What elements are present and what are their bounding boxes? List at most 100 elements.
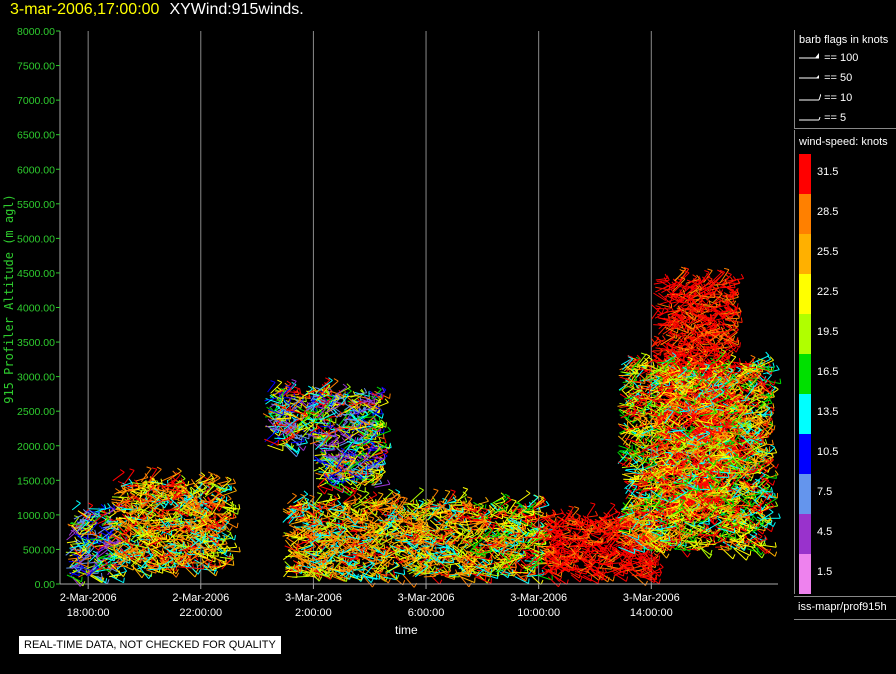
wind-barb-flag: [181, 475, 186, 480]
wind-barb: [129, 556, 141, 564]
wind-barb: [184, 522, 193, 532]
wind-barb: [124, 514, 135, 524]
wind-barb-flag: [392, 570, 396, 576]
wind-barb-flag: [207, 471, 213, 475]
wind-barb-flag: [355, 486, 358, 492]
wind-barb-flag: [136, 547, 139, 553]
wind-barbs: [65, 266, 782, 588]
wind-barb: [393, 571, 405, 575]
wind-barb-flag: [197, 492, 201, 498]
wind-barb-flag: [238, 546, 241, 553]
wind-barb-flag: [385, 422, 387, 428]
wind-barb-flag: [228, 552, 232, 558]
wind-barb-flag: [110, 525, 116, 530]
wind-barb-flag: [103, 560, 109, 564]
wind-barb-flag: [356, 493, 362, 497]
wind-barb-flag: [277, 379, 283, 383]
wind-barb-flag: [352, 570, 354, 576]
wind-barb: [182, 489, 194, 498]
wind-barb: [103, 545, 115, 551]
wind-barb-flag: [87, 524, 93, 528]
wind-barb: [146, 485, 154, 495]
wind-barb-flag: [403, 569, 406, 575]
wind-barb-flag: [304, 438, 308, 444]
wind-barb: [139, 535, 150, 547]
wind-barb: [91, 512, 107, 525]
wind-barb-flag: [401, 517, 404, 523]
wind-barb-flag: [309, 562, 311, 568]
wind-barb-flag: [236, 522, 239, 528]
wind-barb: [151, 494, 167, 506]
wind-barb-flag: [226, 476, 232, 481]
wind-barb-flag: [349, 574, 352, 580]
wind-barb-flag: [109, 518, 115, 522]
wind-barb-flag: [368, 432, 371, 438]
wind-barb-flag: [149, 476, 154, 481]
wind-barb: [103, 557, 115, 562]
wind-barb: [70, 522, 87, 526]
wind-barb: [90, 574, 103, 579]
wind-barb-flag: [152, 530, 155, 536]
wind-barb-flag: [230, 533, 234, 539]
wind-barb-flag: [193, 496, 199, 501]
wind-barb-flag: [278, 431, 282, 437]
wind-barb: [102, 528, 116, 539]
wind-barb-flag: [207, 496, 212, 502]
wind-barb-flag: [346, 383, 351, 388]
wind-barb-flag: [100, 504, 106, 509]
wind-barb-flag: [237, 509, 239, 515]
wind-barb: [91, 514, 101, 525]
title-product: XYWind:915winds.: [169, 1, 304, 18]
wind-barb: [71, 524, 81, 535]
wind-barb-flag: [270, 380, 276, 383]
wind-barb-flag: [225, 548, 228, 554]
wind-barb: [367, 469, 382, 471]
wind-barb-flag: [389, 442, 392, 448]
wind-barb: [157, 562, 169, 566]
wind-barb: [98, 563, 109, 571]
wind-barb-flag: [462, 507, 464, 513]
wind-barb-flag: [172, 470, 177, 475]
wind-barb-flag: [127, 495, 132, 500]
wind-barb: [368, 534, 386, 536]
wind-barb-flag: [105, 578, 108, 584]
wind-barb: [114, 565, 128, 568]
wind-barb-flag: [157, 542, 162, 547]
wind-barb-flag: [198, 531, 204, 535]
wind-barb: [88, 509, 99, 518]
wind-barb: [200, 509, 210, 520]
wind-barb-flag: [110, 560, 112, 566]
wind-barb-flag: [198, 543, 202, 549]
wind-barb: [88, 553, 99, 562]
wind-barb-flag: [167, 560, 170, 566]
wind-barb-flag: [368, 420, 371, 426]
wind-barb-flag: [151, 477, 157, 482]
wind-barb: [432, 576, 440, 585]
wind-barb: [190, 532, 206, 539]
wind-barb-flag: [156, 466, 162, 470]
wind-barb: [144, 481, 159, 491]
wind-barb-flag: [468, 582, 472, 588]
wind-barb-flag: [79, 563, 85, 568]
wind-barb: [292, 575, 309, 578]
wind-barb-flag: [140, 557, 142, 563]
wind-barb-flag: [123, 577, 125, 583]
wind-barb-flag: [78, 567, 82, 573]
wind-barb: [119, 563, 134, 571]
wind-barb-flag: [330, 389, 332, 396]
wind-barb: [185, 494, 202, 505]
wind-barb: [86, 563, 98, 577]
wind-barb-flag: [97, 512, 101, 518]
wind-barb: [110, 575, 124, 584]
wind-barb-flag: [235, 504, 237, 510]
wind-barb-flag: [129, 513, 133, 519]
wind-barb-flag: [376, 386, 382, 390]
wind-barb: [70, 566, 85, 577]
wind-barb-flag: [183, 521, 186, 527]
wind-barb-flag: [196, 486, 201, 491]
wind-barb-flag: [383, 428, 385, 434]
wind-barb: [165, 479, 176, 486]
wind-barb-flag: [109, 552, 114, 557]
wind-barb: [153, 528, 170, 532]
wind-barb-flag: [122, 571, 127, 577]
